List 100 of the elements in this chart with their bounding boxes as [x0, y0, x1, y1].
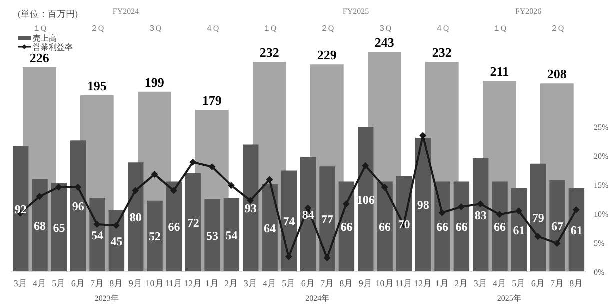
bar — [492, 182, 508, 272]
data-label: 92 — [14, 202, 27, 216]
point — [94, 220, 101, 228]
x-tick-label: １Q — [492, 24, 507, 33]
bar — [51, 183, 68, 272]
data-label: 70 — [398, 217, 410, 232]
data-label: 195 — [87, 78, 108, 94]
data-label: 66 — [168, 220, 180, 234]
data-label: 77 — [322, 212, 334, 227]
x-tick-label: 8月 — [570, 278, 584, 288]
x-tick-label: 6月 — [71, 278, 85, 288]
point — [515, 208, 522, 215]
bar — [262, 184, 278, 272]
x-tick-label: 9月 — [128, 278, 142, 288]
bar — [281, 170, 298, 272]
point — [572, 206, 580, 214]
data-label: 232 — [432, 44, 452, 60]
x-tick-label: 11月 — [165, 278, 183, 288]
x-tick-label: ３Q — [148, 24, 162, 33]
bar — [358, 127, 374, 272]
x-tick-label: 2月 — [224, 278, 238, 288]
point — [458, 204, 465, 211]
x-tick-label: 4月 — [493, 278, 506, 288]
point — [266, 176, 274, 184]
data-label: 67 — [552, 219, 564, 234]
data-label: 65 — [53, 220, 66, 235]
data-label: 79 — [532, 211, 544, 226]
bar — [128, 162, 144, 272]
bar — [396, 176, 412, 272]
bar — [243, 144, 259, 272]
point — [342, 200, 350, 208]
data-label: 66 — [436, 220, 449, 234]
data-label: 208 — [547, 66, 568, 82]
data-label: 106 — [356, 192, 375, 207]
data-label: 64 — [264, 221, 276, 236]
point — [74, 184, 82, 191]
point — [554, 240, 561, 248]
x-tick-label: 12月 — [414, 278, 432, 288]
data-label: 229 — [317, 48, 338, 63]
x-tick-label: 1月 — [206, 278, 219, 288]
bar — [300, 157, 316, 272]
data-label: 199 — [144, 74, 165, 90]
data-label: 232 — [260, 44, 280, 60]
x-tick-label: ３Q — [378, 24, 392, 33]
point — [208, 164, 216, 171]
point — [496, 211, 504, 218]
data-label: 61 — [570, 224, 583, 238]
data-label: 243 — [374, 35, 395, 50]
data-label: 66 — [340, 220, 353, 234]
x-tick-label: 3月 — [14, 278, 28, 288]
bar — [338, 182, 355, 272]
y2-tick-label: 0% — [594, 268, 605, 277]
x-tick-label: ４Q — [205, 24, 220, 33]
bar — [434, 182, 450, 272]
bar — [166, 182, 182, 272]
point — [151, 171, 158, 178]
bar — [186, 174, 202, 272]
text: FY2026 — [515, 7, 542, 16]
x-tick-label: 7月 — [550, 278, 564, 288]
point — [228, 182, 235, 190]
data-label: 83 — [474, 208, 487, 222]
x-tick-label: 8月 — [340, 278, 354, 288]
data-label: 179 — [202, 92, 222, 108]
bar — [454, 182, 470, 272]
x-tick-label: ４Q — [435, 24, 450, 33]
text: (単位：百万円) — [18, 9, 78, 19]
data-label: 96 — [72, 200, 84, 214]
data-label: 72 — [187, 216, 200, 230]
data-label: 211 — [490, 64, 510, 79]
x-tick-label: 10月 — [376, 278, 394, 288]
data-label: 66 — [379, 220, 392, 234]
text: 2023年 — [94, 294, 119, 303]
x-tick-label: 5月 — [52, 278, 66, 288]
x-tick-label: 3月 — [244, 278, 258, 288]
y2-tick-label: 5% — [594, 238, 605, 248]
legend-label: 売上高 — [33, 34, 57, 43]
bar — [473, 158, 489, 272]
bar — [108, 210, 125, 272]
data-label: 54 — [92, 228, 104, 242]
bar — [550, 180, 566, 272]
data-label: 68 — [34, 218, 46, 233]
point — [438, 209, 446, 216]
x-tick-label: 7月 — [90, 278, 104, 288]
data-label: 53 — [206, 229, 219, 244]
x-tick-label: 4月 — [33, 278, 46, 288]
point — [36, 193, 44, 200]
point — [477, 200, 484, 208]
bar — [147, 200, 163, 272]
x-tick-label: １Q — [262, 24, 277, 33]
bar — [320, 166, 336, 272]
x-tick-label: 10月 — [146, 278, 164, 288]
text: 2024年 — [306, 294, 330, 303]
bar — [377, 182, 393, 272]
x-tick-label: 4月 — [263, 278, 276, 288]
text: FY2025 — [342, 7, 370, 16]
x-tick-label: １Q — [32, 24, 47, 33]
bar — [204, 200, 220, 272]
bar — [32, 178, 48, 272]
bar — [13, 146, 29, 272]
data-label: 52 — [149, 230, 162, 244]
